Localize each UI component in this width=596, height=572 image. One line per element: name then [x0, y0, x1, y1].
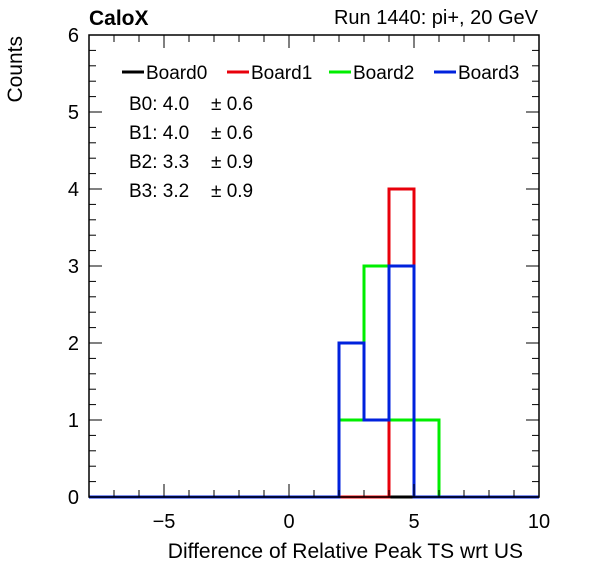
stat-uncertainty: ± 0.6 — [211, 123, 253, 144]
y-axis-label: Counts — [4, 36, 27, 103]
x-tick-label: 5 — [408, 511, 419, 533]
tick-label-layer: −5 0 5 10 0 1 2 3 4 5 6 — [68, 25, 550, 533]
stat-uncertainty: ± 0.9 — [211, 152, 253, 173]
y-tick-label: 4 — [68, 179, 79, 201]
histogram-series-board2 — [89, 264, 539, 499]
x-axis-label: Difference of Relative Peak TS wrt US — [168, 540, 523, 563]
y-tick-label: 0 — [68, 487, 79, 509]
y-tick-label: 1 — [68, 410, 79, 432]
legend-label-board2: Board2 — [353, 63, 414, 84]
stat-value: B0: 4.0 — [129, 94, 189, 115]
stat-value: B1: 4.0 — [129, 123, 189, 144]
stat-uncertainty: ± 0.9 — [211, 181, 253, 202]
histogram-series-board1 — [89, 187, 539, 499]
legend: Board0 Board1 Board2 Board3 — [122, 63, 519, 84]
experiment-label: CaloX — [89, 7, 149, 30]
stats-box: B0: 4.0 ± 0.6 B1: 4.0 ± 0.6 B2: 3.3 ± 0.9 B3: … — [129, 94, 253, 202]
y-tick-label: 6 — [68, 25, 79, 47]
run-label: Run 1440: pi+, 20 GeV — [333, 7, 538, 29]
legend-label-board0: Board0 — [146, 63, 207, 84]
x-tick-label: −5 — [153, 511, 176, 533]
plot-frame — [88, 34, 540, 498]
stat-uncertainty: ± 0.6 — [211, 94, 253, 115]
x-tick-label: 0 — [283, 511, 294, 533]
x-tick-label: 10 — [528, 511, 550, 533]
stat-value: B2: 3.3 — [129, 152, 189, 173]
stat-value: B3: 3.2 — [129, 181, 189, 202]
legend-label-board1: Board1 — [251, 63, 312, 84]
histogram-series-board3 — [89, 264, 539, 499]
legend-label-board3: Board3 — [458, 63, 519, 84]
y-tick-label: 3 — [68, 256, 79, 278]
y-tick-label: 5 — [68, 102, 79, 124]
series-layer — [89, 187, 539, 499]
y-tick-label: 2 — [68, 333, 79, 355]
